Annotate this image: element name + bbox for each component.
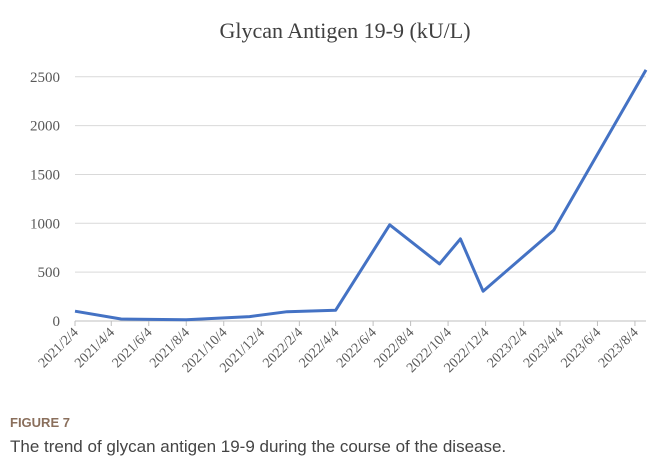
x-tick-label: 2022/6/4: [334, 325, 380, 371]
x-tick-label: 2021/4/4: [72, 325, 118, 371]
y-tick-label: 1000: [30, 216, 60, 232]
y-tick-label: 2000: [30, 119, 60, 135]
y-tick-label: 0: [53, 314, 61, 330]
figure-caption: The trend of glycan antigen 19-9 during …: [10, 437, 506, 456]
x-tick-label: 2021/6/4: [110, 325, 156, 371]
chart-title: Glycan Antigen 19-9 (kU/L): [219, 18, 470, 43]
data-line: [74, 69, 648, 322]
x-tick-label: 2022/4/4: [297, 325, 343, 371]
x-tick-label: 2023/4/4: [521, 325, 567, 371]
x-tick-label: 2023/6/4: [558, 325, 604, 371]
y-tick-label: 500: [38, 265, 61, 281]
y-tick-label: 2500: [30, 70, 60, 86]
figure-label: FIGURE 7: [10, 415, 70, 430]
x-tick-label: 2023/8/4: [596, 325, 642, 371]
y-tick-label: 1500: [30, 167, 60, 183]
